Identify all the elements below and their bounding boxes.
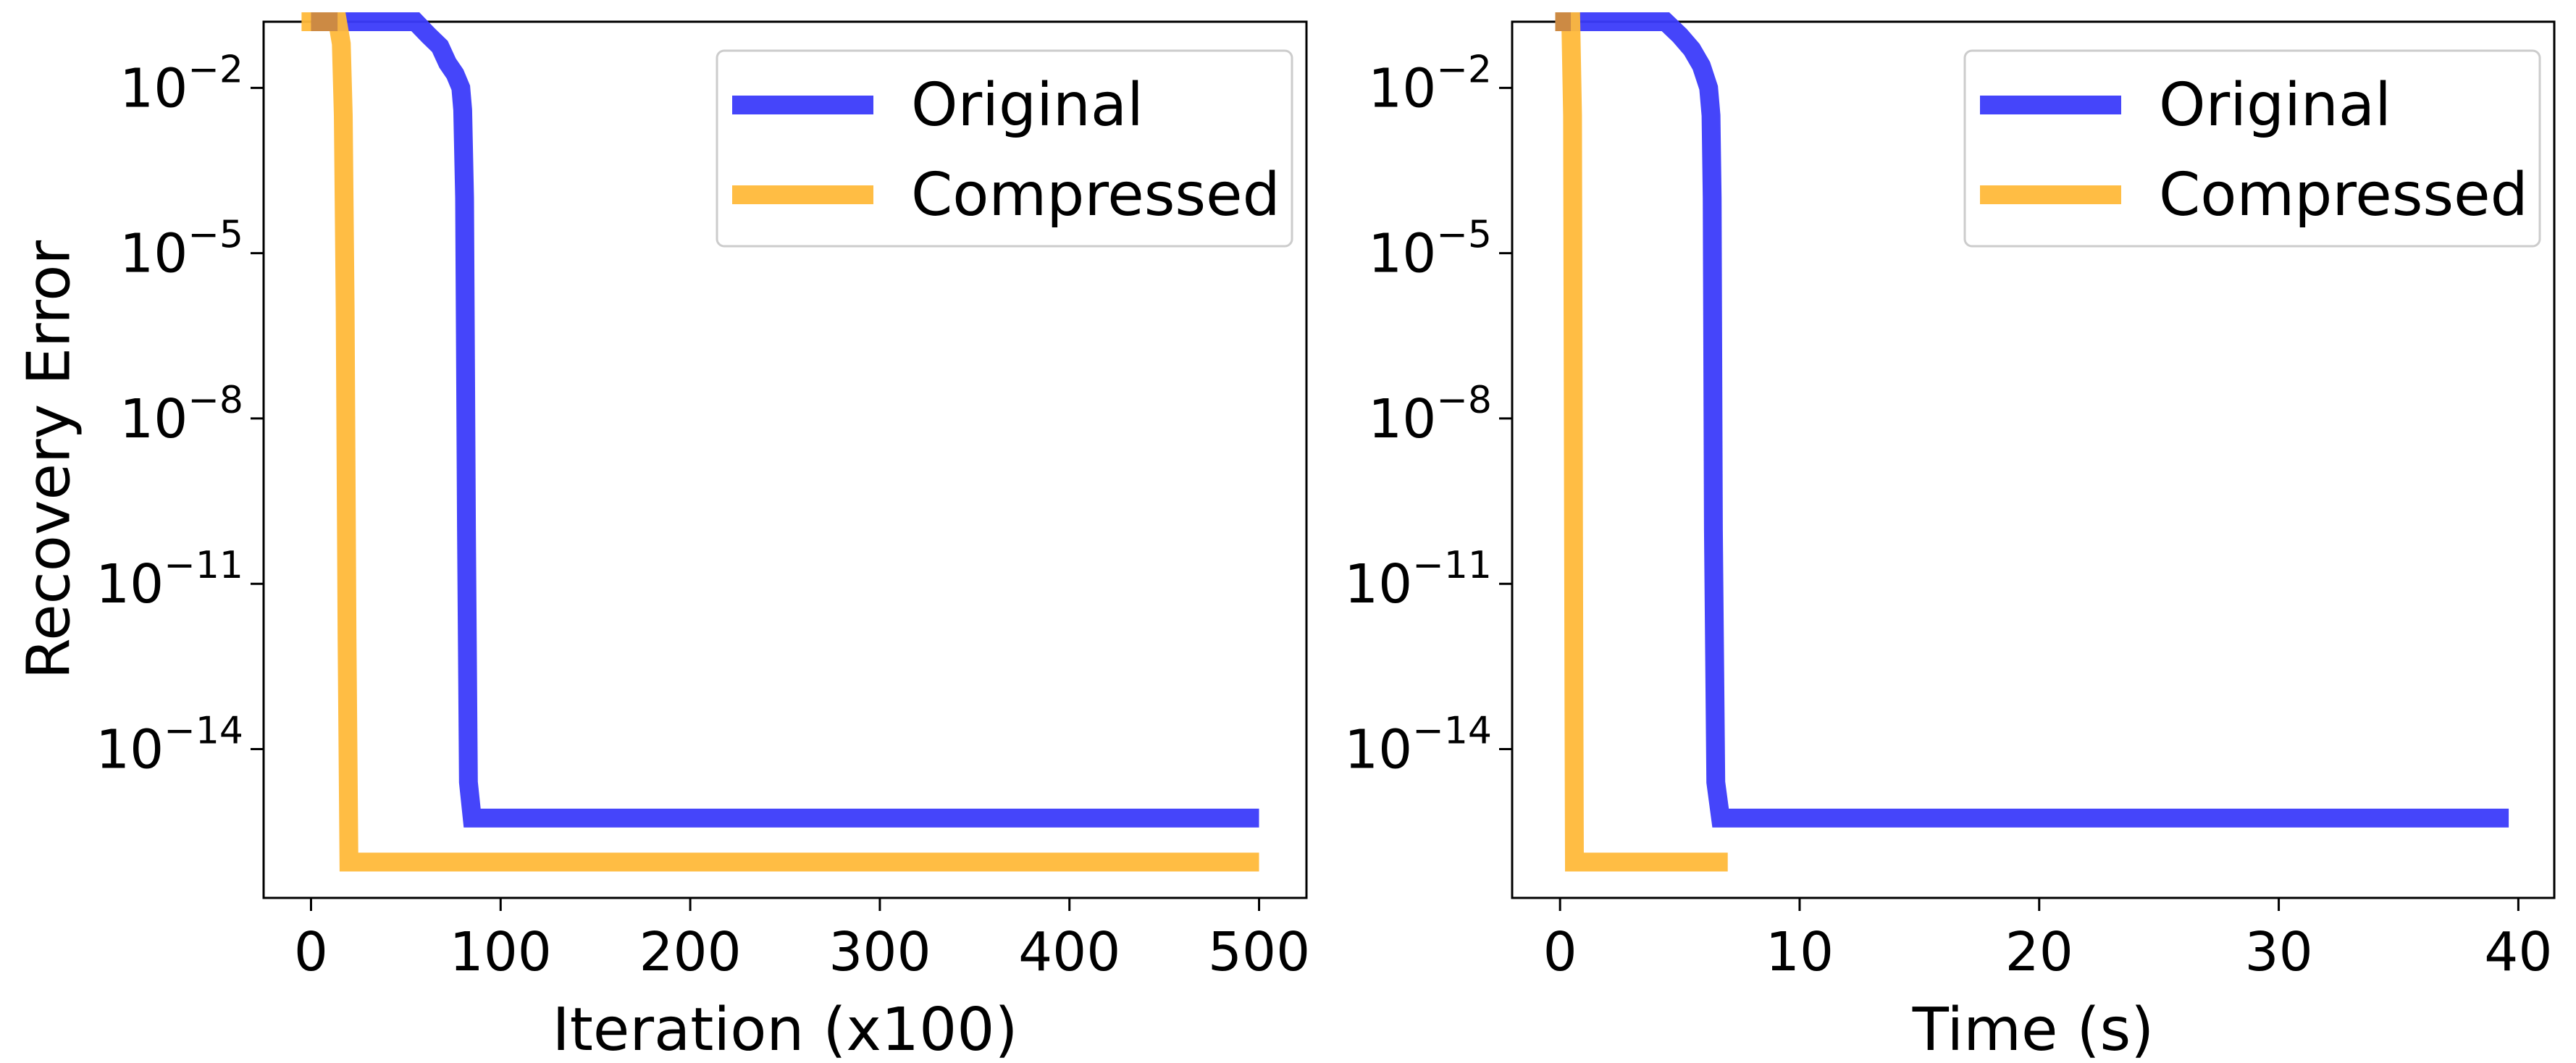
y-tick-label: 10−2 <box>119 48 243 119</box>
chart-panel-time: 0 10 20 30 40 10−2 10−5 10−8 10−11 10−14 Time (s) O… <box>1344 12 2556 1063</box>
x-axis-label: Time (s) <box>1912 996 2154 1063</box>
x-tick-label: 0 <box>1543 921 1577 983</box>
chart-panel-iteration: 0 100 200 300 400 500 10−2 10−5 10−8 10−11 10−14 It… <box>96 12 1310 1063</box>
x-tick-label: 10 <box>1766 921 1834 983</box>
series-line-compressed <box>1555 12 1728 872</box>
y-tick-label: 10−5 <box>1368 214 1492 285</box>
y-tick-label: 10−11 <box>1344 544 1492 615</box>
shared-y-axis-label: Recovery Error <box>15 240 84 679</box>
x-tick-label: 30 <box>2244 921 2312 983</box>
legend-label-original: Original <box>2159 71 2391 140</box>
x-tick-label: 20 <box>2005 921 2073 983</box>
x-tick-label: 500 <box>1208 921 1310 983</box>
series-line-original <box>311 12 1259 828</box>
y-tick-label: 10−2 <box>1368 48 1492 119</box>
x-axis-label: Iteration (x100) <box>553 996 1018 1063</box>
y-tick-label: 10−5 <box>119 214 243 285</box>
legend-label-compressed: Compressed <box>911 161 1280 230</box>
legend: Original Compressed <box>716 49 1293 248</box>
y-tick-label: 10−14 <box>1344 710 1492 781</box>
x-tick-label: 400 <box>1018 921 1120 983</box>
y-tick-label: 10−8 <box>1368 379 1492 450</box>
legend: Original Compressed <box>1963 49 2541 248</box>
y-tick-label: 10−14 <box>96 710 243 781</box>
y-tick-label: 10−11 <box>96 544 243 615</box>
axes-frame <box>262 20 1308 899</box>
x-tick-label: 200 <box>639 921 741 983</box>
axes-frame <box>1511 20 2556 899</box>
x-tick-label: 300 <box>828 921 931 983</box>
legend-label-original: Original <box>911 71 1144 140</box>
x-tick-label: 100 <box>450 921 552 983</box>
x-tick-label: 40 <box>2484 921 2552 983</box>
legend-label-compressed: Compressed <box>2159 161 2528 230</box>
y-tick-label: 10−8 <box>119 379 243 450</box>
x-tick-label: 0 <box>294 921 328 983</box>
series-line-compressed <box>301 12 1259 872</box>
series-line-original <box>1555 12 2509 828</box>
